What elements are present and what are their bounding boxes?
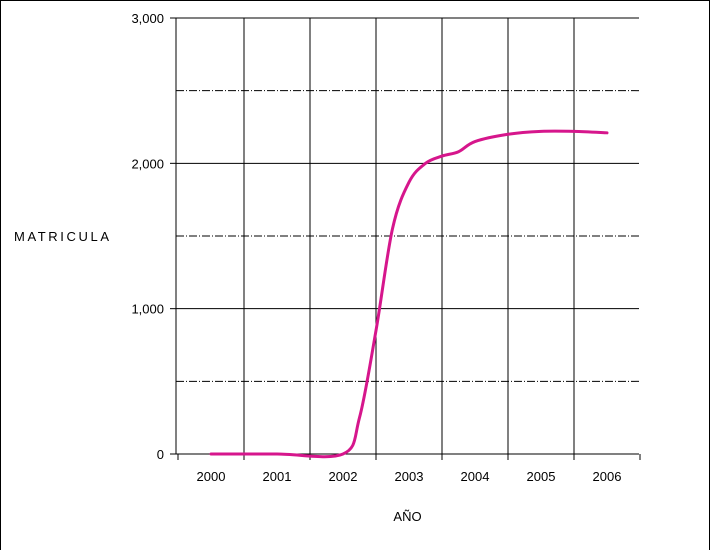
tick-label-layer: 0 1,000 2,000 3,000 2000 2001 2002 2003 2004 2005… bbox=[131, 11, 621, 484]
x-axis-title: AÑO bbox=[393, 509, 421, 524]
x-tick-label: 2000 bbox=[197, 469, 226, 484]
x-tick-label: 2006 bbox=[593, 469, 622, 484]
series-line bbox=[209, 129, 609, 459]
y-tick-label: 3,000 bbox=[131, 11, 164, 26]
y-tick-label: 1,000 bbox=[131, 302, 164, 317]
x-tick-label: 2003 bbox=[395, 469, 424, 484]
x-tick-label: 2005 bbox=[527, 469, 556, 484]
series-layer bbox=[209, 129, 609, 459]
grid-layer bbox=[176, 17, 639, 454]
axis-layer bbox=[170, 17, 641, 460]
x-tick-label: 2002 bbox=[329, 469, 358, 484]
y-tick-label: 0 bbox=[157, 447, 164, 462]
y-axis-title: MATRICULA bbox=[14, 229, 109, 244]
x-tick-label: 2001 bbox=[263, 469, 292, 484]
x-tick-label: 2004 bbox=[461, 469, 490, 484]
y-tick-label: 2,000 bbox=[131, 156, 164, 171]
